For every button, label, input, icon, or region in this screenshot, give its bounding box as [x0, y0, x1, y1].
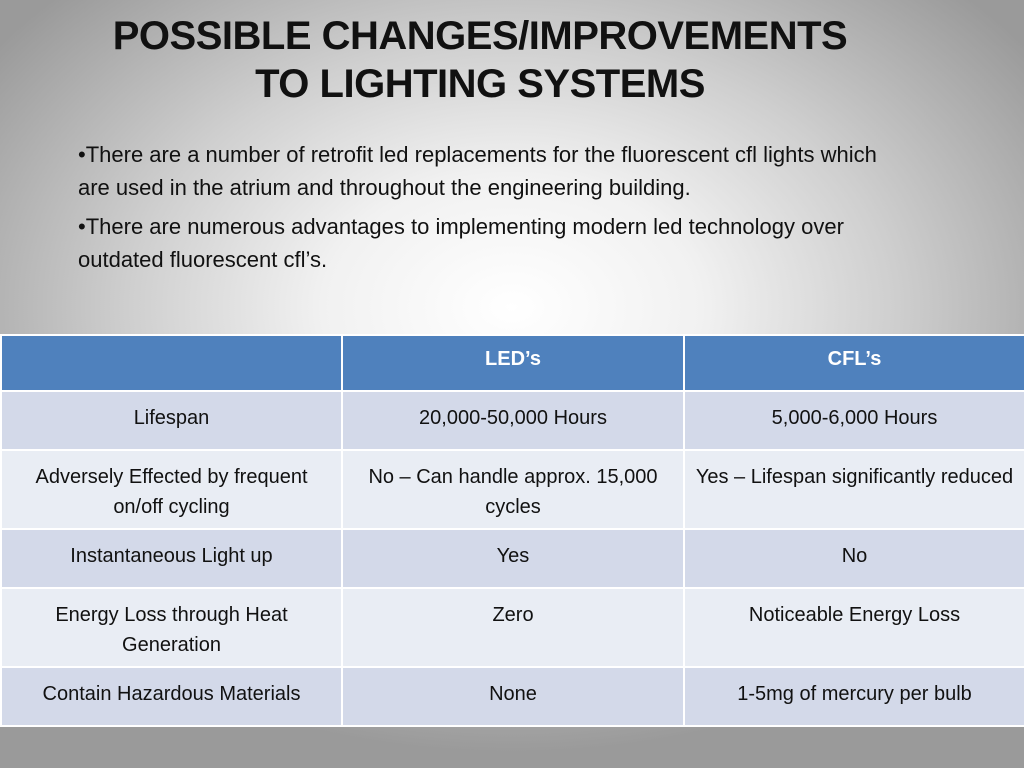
table-row: Instantaneous Light up Yes No — [0, 528, 1024, 589]
led-value-cell: None — [341, 666, 685, 727]
cfl-value-cell: No — [683, 528, 1024, 589]
cfl-value-cell: 1-5mg of mercury per bulb — [683, 666, 1024, 727]
table-row: Adversely Effected by frequent on/off cy… — [0, 449, 1024, 530]
led-value-cell: Yes — [341, 528, 685, 589]
header-cell-cfls: CFL’s — [683, 334, 1024, 392]
led-value-cell: Zero — [341, 587, 685, 668]
bullet-item: •There are numerous advantages to implem… — [78, 214, 844, 272]
led-value-cell: 20,000-50,000 Hours — [341, 390, 685, 451]
cfl-value-cell: Yes – Lifespan significantly reduced — [683, 449, 1024, 530]
row-label-cell: Energy Loss through Heat Generation — [0, 587, 343, 668]
header-cell-leds: LED’s — [341, 334, 685, 392]
bullet-item: •There are a number of retrofit led repl… — [78, 142, 877, 200]
table-header-row: LED’s CFL’s — [0, 334, 1024, 392]
cfl-value-cell: 5,000-6,000 Hours — [683, 390, 1024, 451]
bullet-list: •There are a number of retrofit led repl… — [78, 138, 908, 282]
row-label-cell: Adversely Effected by frequent on/off cy… — [0, 449, 343, 530]
slide-title-line-1: POSSIBLE CHANGES/IMPROVEMENTS — [112, 14, 848, 58]
table-row: Lifespan 20,000-50,000 Hours 5,000-6,000… — [0, 390, 1024, 451]
comparison-table: LED’s CFL’s Lifespan 20,000-50,000 Hours… — [0, 334, 1024, 727]
cfl-value-cell: Noticeable Energy Loss — [683, 587, 1024, 668]
row-label-cell: Instantaneous Light up — [0, 528, 343, 589]
header-cell-empty — [0, 334, 343, 392]
table-row: Energy Loss through Heat Generation Zero… — [0, 587, 1024, 668]
row-label-cell: Contain Hazardous Materials — [0, 666, 343, 727]
led-value-cell: No – Can handle approx. 15,000 cycles — [341, 449, 685, 530]
table-row: Contain Hazardous Materials None 1-5mg o… — [0, 666, 1024, 727]
slide-title: POSSIBLE CHANGES/IMPROVEMENTS TO LIGHTIN… — [40, 12, 920, 108]
slide-title-line-2: TO LIGHTING SYSTEMS — [255, 62, 705, 106]
row-label-cell: Lifespan — [0, 390, 343, 451]
